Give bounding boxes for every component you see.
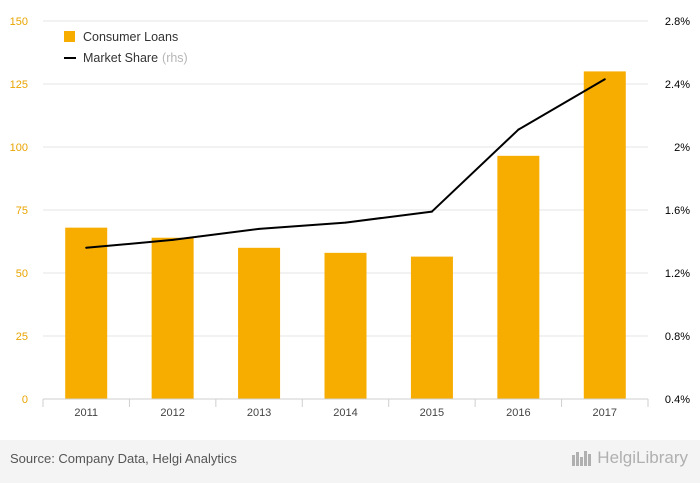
legend-note-rhs: (rhs): [162, 50, 188, 65]
footer: [0, 440, 700, 483]
y-left-tick-label: 0: [22, 394, 28, 406]
y-right-tick-label: 1.6%: [665, 205, 690, 217]
bar-2017: [583, 71, 626, 400]
bar-2013: [238, 247, 281, 399]
bar-series-consumer-loans: [65, 71, 626, 400]
x-tick-label: 2013: [247, 407, 271, 419]
chart-canvas: 0 25 50 75 100 125 150 0.4% 0.8% 1.2% 1.6% 2% 2.4% 2.…: [10, 16, 691, 419]
legend: Consumer Loans Market Share (rhs): [64, 26, 188, 68]
point-2016: [517, 128, 520, 131]
bar-2015: [410, 256, 453, 399]
point-2017: [603, 78, 606, 81]
x-tick-label: 2017: [593, 407, 617, 419]
legend-item-consumer-loans: Consumer Loans: [64, 26, 188, 47]
y-right-tick-label: 0.4%: [665, 394, 690, 406]
brand-name: HelgiLibrary: [597, 448, 688, 467]
legend-swatch-consumer-loans: [64, 31, 75, 42]
y-left-tick-label: 75: [16, 205, 28, 217]
y-left-tick-label: 100: [10, 142, 28, 154]
y-left-tick-label: 50: [16, 268, 28, 280]
y-right-tick-label: 2.8%: [665, 16, 690, 28]
point-2011: [85, 246, 88, 249]
point-2014: [344, 221, 347, 224]
x-tick-label: 2011: [74, 407, 98, 419]
x-tick-label: 2014: [333, 407, 357, 419]
legend-label-consumer-loans: Consumer Loans: [83, 29, 179, 44]
y-right-tick-label: 2%: [674, 142, 690, 154]
bar-2012: [151, 237, 194, 399]
axes: 0 25 50 75 100 125 150 0.4% 0.8% 1.2% 1.6% 2% 2.4% 2.…: [10, 16, 691, 419]
legend-label-market-share: Market Share: [83, 50, 159, 65]
legend-swatch-market-share: [64, 56, 76, 59]
x-tick-label: 2016: [506, 407, 530, 419]
gridlines: [43, 20, 648, 337]
point-2012: [171, 238, 174, 241]
library-icon: [572, 451, 592, 466]
y-right-tick-label: 2.4%: [665, 79, 690, 91]
y-right-tick-label: 1.2%: [665, 268, 690, 280]
source-note: Source: Company Data, Helgi Analytics: [10, 451, 237, 466]
point-2015: [430, 210, 433, 213]
x-tick-label: 2015: [420, 407, 444, 419]
y-right-tick-label: 0.8%: [665, 331, 690, 343]
point-2013: [258, 227, 261, 230]
x-tick-label: 2012: [160, 407, 184, 419]
bar-2016: [497, 155, 540, 399]
y-left-tick-label: 125: [10, 79, 28, 91]
y-left-tick-label: 150: [10, 16, 28, 28]
line-series-market-share: [85, 78, 606, 249]
brand-logo[interactable]: HelgiLibrary: [571, 448, 688, 468]
bar-2014: [324, 252, 367, 399]
legend-item-market-share: Market Share (rhs): [64, 47, 188, 68]
y-left-tick-label: 25: [16, 331, 28, 343]
bar-2011: [65, 227, 108, 399]
